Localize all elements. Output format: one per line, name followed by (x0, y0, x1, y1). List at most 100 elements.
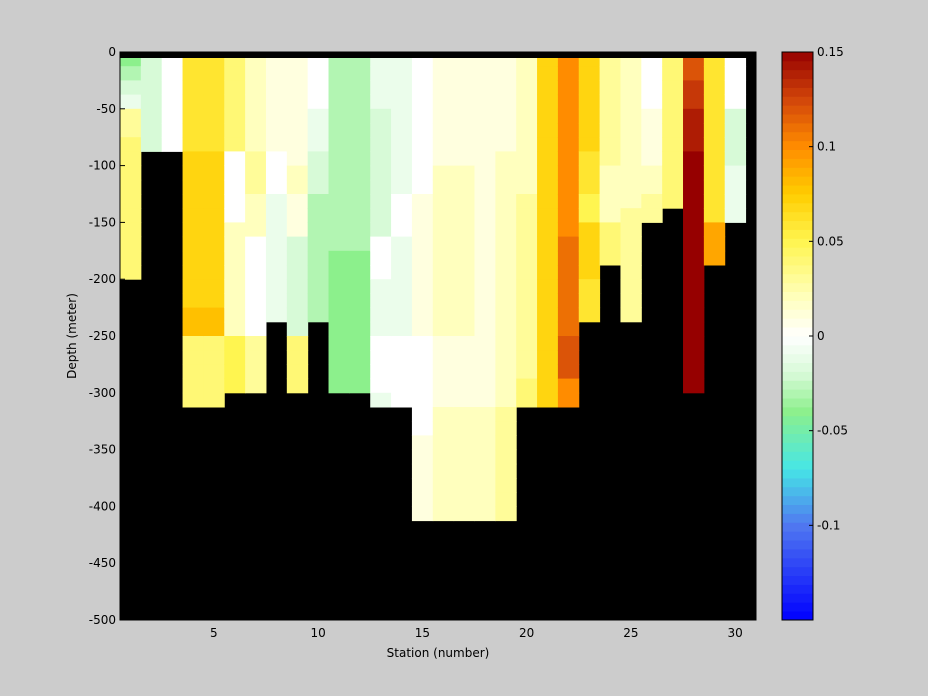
heatmap-cell (370, 165, 392, 181)
heatmap-cell (578, 179, 601, 195)
heatmap-cell (495, 321, 517, 337)
heatmap-cell (286, 336, 309, 351)
heatmap-cell (245, 250, 267, 266)
heatmap-cell (516, 80, 538, 96)
heatmap-cell (182, 80, 204, 96)
heatmap-cell (411, 250, 434, 266)
heatmap-cell (495, 506, 517, 522)
heatmap-cell (453, 293, 475, 309)
heatmap-cell (495, 151, 517, 167)
heatmap-cell (453, 421, 475, 436)
y-tick-label: -300 (89, 386, 116, 400)
heatmap-cell (432, 492, 455, 507)
heatmap-cell (182, 94, 204, 110)
heatmap-cell (203, 378, 225, 394)
heatmap-cell (161, 123, 184, 138)
heatmap-cell (349, 350, 371, 365)
colorbar-swatch (782, 549, 813, 559)
heatmap-cell (411, 364, 434, 380)
heatmap-cell (641, 194, 663, 209)
heatmap-cell (557, 179, 580, 195)
heatmap-cell (182, 364, 204, 380)
heatmap-cell (578, 279, 601, 294)
heatmap-cell (286, 165, 309, 181)
heatmap-cell (307, 94, 330, 110)
heatmap-cell (411, 463, 434, 479)
heatmap-cell (245, 80, 267, 96)
heatmap-cell (120, 208, 142, 223)
colorbar-swatch (782, 96, 813, 106)
heatmap-cell (411, 123, 434, 138)
heatmap-cell (140, 66, 163, 81)
heatmap-cell (724, 208, 747, 223)
heatmap-cell (474, 307, 496, 323)
heatmap-cell (411, 407, 434, 422)
heatmap-cell (307, 179, 330, 195)
heatmap-cell (495, 194, 517, 209)
colorbar-swatch (782, 460, 813, 470)
heatmap-cell (265, 279, 288, 294)
heatmap-cell (703, 165, 726, 181)
heatmap-cell (432, 478, 455, 493)
heatmap-cell (537, 80, 559, 96)
heatmap-cell (620, 236, 642, 252)
y-axis: 0 -50 -100 -150 -200 -250 -300 -350 -400 -450 -500 (89, 45, 125, 627)
heatmap-cell (370, 94, 392, 110)
heatmap-cell (286, 80, 309, 96)
heatmap-cell (495, 222, 517, 238)
heatmap-cell (557, 236, 580, 252)
heatmap-cell (349, 165, 371, 181)
heatmap-cell (620, 265, 642, 280)
heatmap-cell (724, 165, 747, 181)
heatmap-cell (411, 492, 434, 507)
heatmap-cell (599, 108, 621, 124)
heatmap-cell (662, 137, 684, 152)
heatmap-cell (474, 222, 496, 238)
heatmap-cell (453, 137, 475, 152)
heatmap-cell (703, 66, 726, 81)
heatmap-cell (391, 378, 413, 394)
heatmap-cell (620, 137, 642, 152)
heatmap-cell (495, 123, 517, 138)
heatmap-cell (391, 179, 413, 195)
heatmap-cell (537, 108, 559, 124)
heatmap-cell (578, 265, 601, 280)
colorbar-swatch (782, 611, 813, 621)
heatmap-cell (328, 307, 350, 323)
heatmap-cell (620, 307, 642, 323)
heatmap-cell (182, 321, 204, 337)
heatmap-cell (391, 108, 413, 124)
heatmap-cell (307, 137, 330, 152)
heatmap-cell (286, 250, 309, 266)
heatmap-cell (411, 94, 434, 110)
heatmap-cell (265, 179, 288, 195)
heatmap-cell (120, 222, 142, 238)
heatmap-cell (224, 137, 246, 152)
heatmap-cell (286, 208, 309, 223)
heatmap-cell (391, 137, 413, 152)
heatmap-cell (703, 179, 726, 195)
heatmap-cell (703, 250, 726, 266)
heatmap-cell (495, 350, 517, 365)
heatmap-cell (391, 236, 413, 252)
heatmap-cell (620, 250, 642, 266)
heatmap-cell (495, 165, 517, 181)
heatmap-cell (537, 179, 559, 195)
heatmap-cell (537, 66, 559, 81)
heatmap-cell (516, 208, 538, 223)
heatmap-cell (203, 208, 225, 223)
heatmap-cell (516, 293, 538, 309)
heatmap-cell (453, 94, 475, 110)
heatmap-cell (474, 293, 496, 309)
heatmap-cell (703, 123, 726, 138)
heatmap-cell (370, 66, 392, 81)
colorbar-swatch (782, 69, 813, 80)
heatmap-cell (474, 364, 496, 380)
colorbar-swatch (782, 220, 813, 230)
heatmap-cell (182, 66, 204, 81)
heatmap-cell (516, 94, 538, 110)
heatmap-cell (411, 66, 434, 81)
colorbar-swatch (782, 300, 813, 310)
heatmap-cell (683, 80, 705, 96)
heatmap-cell (620, 208, 642, 223)
